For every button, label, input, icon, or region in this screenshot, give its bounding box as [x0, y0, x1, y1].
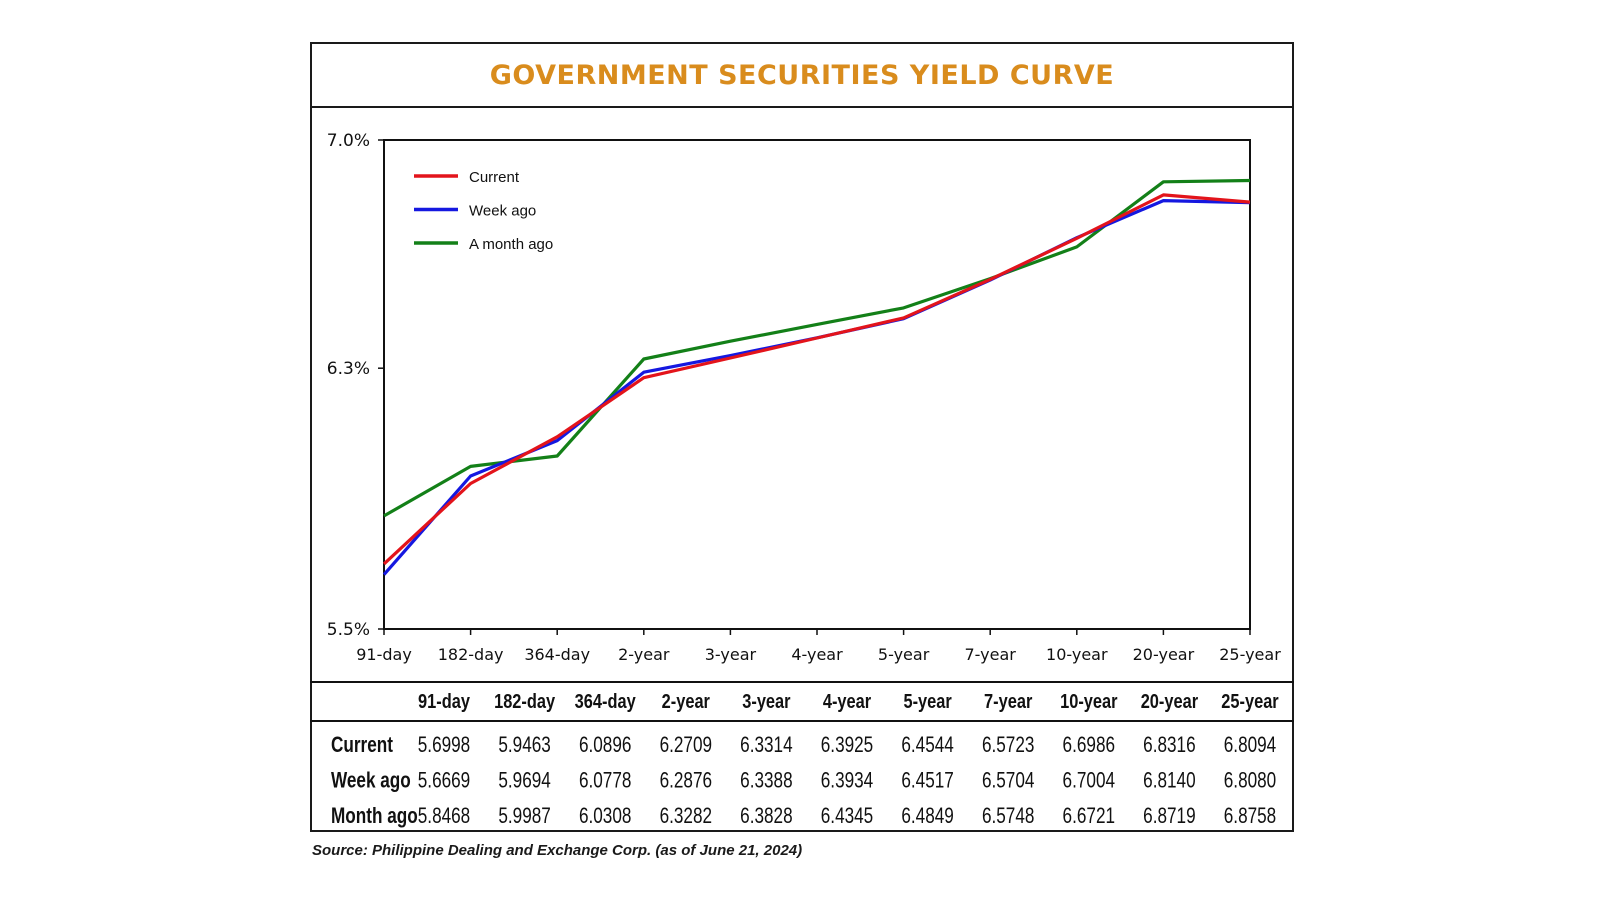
table-cell: 6.3925 [821, 733, 873, 758]
table-header-cell: 5-year [903, 689, 951, 712]
source-note: Source: Philippine Dealing and Exchange … [312, 842, 803, 859]
table-header-cell: 10-year [1060, 689, 1117, 712]
x-tick-label: 364-day [524, 645, 590, 664]
table-cell: 6.4345 [821, 804, 873, 829]
table-cell: 6.3828 [740, 804, 792, 829]
x-tick-label: 182-day [438, 645, 504, 664]
table-cell: 6.5723 [982, 733, 1034, 758]
table-cell: 5.6669 [418, 769, 470, 794]
y-tick-label: 5.5% [327, 620, 370, 640]
table-cell: 6.6721 [1063, 804, 1115, 829]
x-tick-label: 4-year [791, 645, 843, 664]
x-tick-label: 91-day [356, 645, 412, 664]
table-cell: 6.5748 [982, 804, 1034, 829]
table-header-cell: 182-day [494, 689, 556, 712]
table-cell: 6.3282 [660, 804, 712, 829]
table-cell: 6.2876 [660, 769, 712, 794]
table-header-cell: 4-year [823, 689, 871, 712]
x-tick-label: 20-year [1133, 645, 1195, 664]
table-cell: 6.8758 [1224, 804, 1276, 829]
legend-label: Current [469, 169, 520, 186]
table-row-label: Week ago [331, 769, 411, 794]
table-cell: 6.8140 [1143, 769, 1195, 794]
table-header-cell: 364-day [575, 689, 637, 712]
chart-title: GOVERNMENT SECURITIES YIELD CURVE [489, 59, 1115, 91]
table-cell: 6.8080 [1224, 769, 1276, 794]
x-tick-label: 7-year [965, 645, 1017, 664]
table-cell: 6.3934 [821, 769, 873, 794]
table-header-cell: 25-year [1221, 689, 1278, 712]
table-cell: 6.4517 [901, 769, 953, 794]
x-tick-label: 25-year [1219, 645, 1281, 664]
table-cell: 5.6998 [418, 733, 470, 758]
series-line-week-ago [382, 199, 1251, 576]
legend-label: A month ago [469, 236, 553, 253]
x-tick-label: 5-year [878, 645, 930, 664]
x-tick-label: 2-year [618, 645, 670, 664]
y-tick-label: 6.3% [327, 359, 370, 379]
table-cell: 5.8468 [418, 804, 470, 829]
table-cell: 6.3314 [740, 733, 792, 758]
table-row-label: Month ago [331, 804, 418, 829]
title-bar: GOVERNMENT SECURITIES YIELD CURVE [312, 44, 1292, 108]
chart-panel: GOVERNMENT SECURITIES YIELD CURVE [310, 42, 1294, 832]
table-header-cell: 7-year [984, 689, 1032, 712]
table-cell: 6.8094 [1224, 733, 1276, 758]
x-tick-label: 3-year [705, 645, 757, 664]
table-cell: 6.0896 [579, 733, 631, 758]
table-header-cell: 2-year [662, 689, 710, 712]
table-cell: 6.0308 [579, 804, 631, 829]
table-header-cell: 3-year [742, 689, 790, 712]
table-header-cell: 20-year [1141, 689, 1198, 712]
table-cell: 6.5704 [982, 769, 1034, 794]
y-tick-label: 7.0% [327, 131, 370, 151]
legend-label: Week ago [469, 203, 536, 220]
series-line-current [382, 193, 1251, 566]
x-tick-label: 10-year [1046, 645, 1108, 664]
table-header-cell: 91-day [418, 689, 471, 712]
table-cell: 6.4849 [901, 804, 953, 829]
table-cell: 6.8316 [1143, 733, 1195, 758]
table-cell: 6.4544 [901, 733, 953, 758]
table-cell: 6.8719 [1143, 804, 1195, 829]
table-cell: 5.9463 [498, 733, 550, 758]
table-cell: 5.9694 [498, 769, 550, 794]
table-cell: 6.3388 [740, 769, 792, 794]
table-cell: 5.9987 [498, 804, 550, 829]
series-line-a-month-ago [383, 178, 1251, 518]
table-cell: 6.7004 [1063, 769, 1115, 794]
table-cell: 6.2709 [660, 733, 712, 758]
table-row-label: Current [331, 733, 393, 758]
table-cell: 6.6986 [1063, 733, 1115, 758]
table-cell: 6.0778 [579, 769, 631, 794]
